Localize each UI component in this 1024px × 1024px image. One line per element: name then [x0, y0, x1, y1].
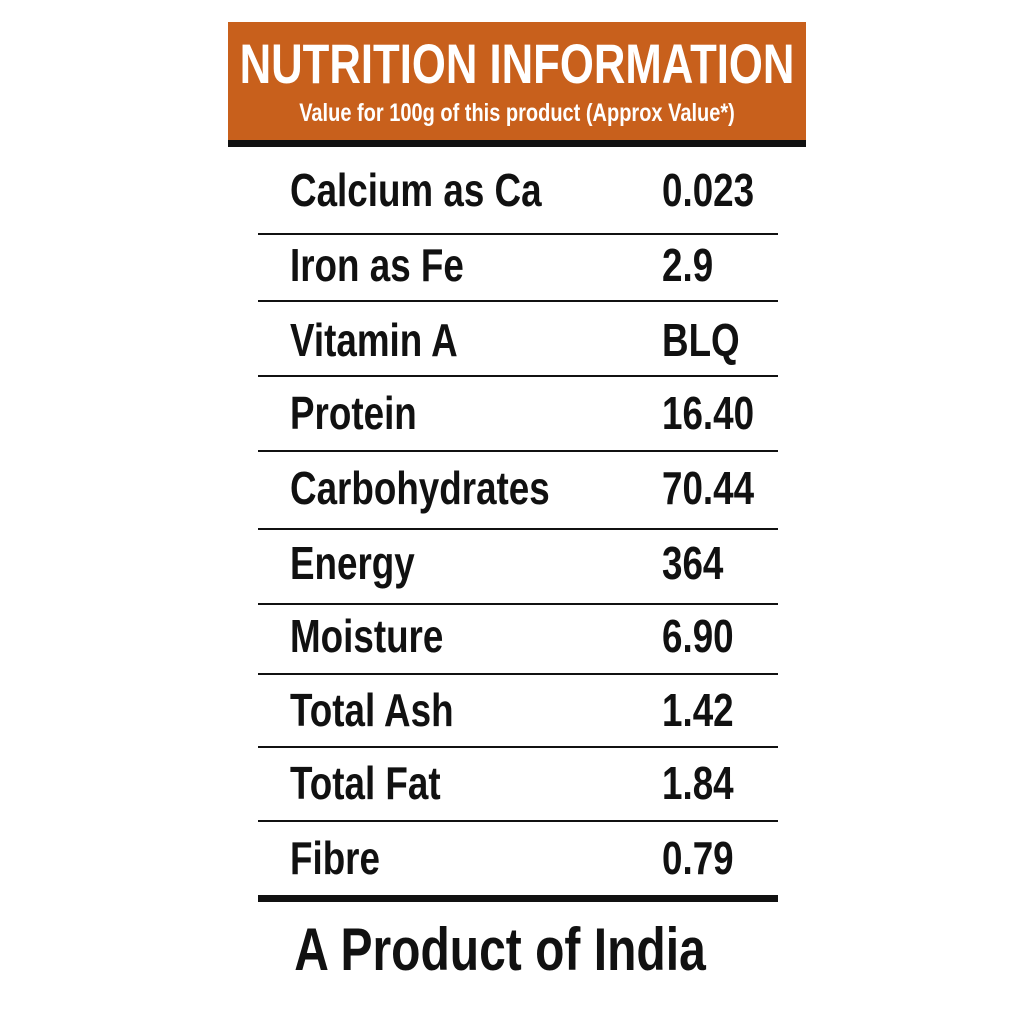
- nutrient-name: Vitamin A: [290, 314, 458, 366]
- row-divider: [258, 746, 778, 748]
- nutrient-name: Total Fat: [290, 757, 441, 809]
- subtitle: Value for 100g of this product (Approx V…: [299, 99, 735, 127]
- nutrient-name: Moisture: [290, 610, 444, 662]
- nutrient-value: 364: [662, 537, 724, 589]
- nutrient-name: Carbohydrates: [290, 462, 550, 514]
- nutrient-value: 1.42: [662, 684, 734, 736]
- nutrient-name: Protein: [290, 387, 417, 439]
- nutrient-value: 0.79: [662, 832, 734, 884]
- row-divider: [258, 673, 778, 675]
- nutrient-value: 0.023: [662, 164, 755, 216]
- nutrient-value: 16.40: [662, 387, 755, 439]
- row-divider: [258, 603, 778, 605]
- nutrient-name: Fibre: [290, 832, 380, 884]
- row-divider: [258, 375, 778, 377]
- row-divider: [258, 233, 778, 235]
- nutrient-value: 70.44: [662, 462, 755, 514]
- nutrient-value: BLQ: [662, 314, 740, 366]
- nutrient-name: Calcium as Ca: [290, 164, 542, 216]
- row-divider: [258, 450, 778, 452]
- row-divider: [258, 300, 778, 302]
- title: NUTRITION INFORMATION: [239, 32, 795, 95]
- row-divider: [258, 820, 778, 822]
- header-rule: [228, 140, 806, 147]
- nutrient-value: 2.9: [662, 239, 714, 291]
- nutrient-value: 1.84: [662, 757, 734, 809]
- nutrient-name: Total Ash: [290, 684, 454, 736]
- nutrient-value: 6.90: [662, 610, 734, 662]
- nutrient-name: Iron as Fe: [290, 239, 464, 291]
- bottom-rule: [258, 895, 778, 902]
- header-band: [228, 22, 806, 142]
- row-divider: [258, 528, 778, 530]
- nutrient-name: Energy: [290, 537, 415, 589]
- footer: A Product of India: [294, 916, 706, 983]
